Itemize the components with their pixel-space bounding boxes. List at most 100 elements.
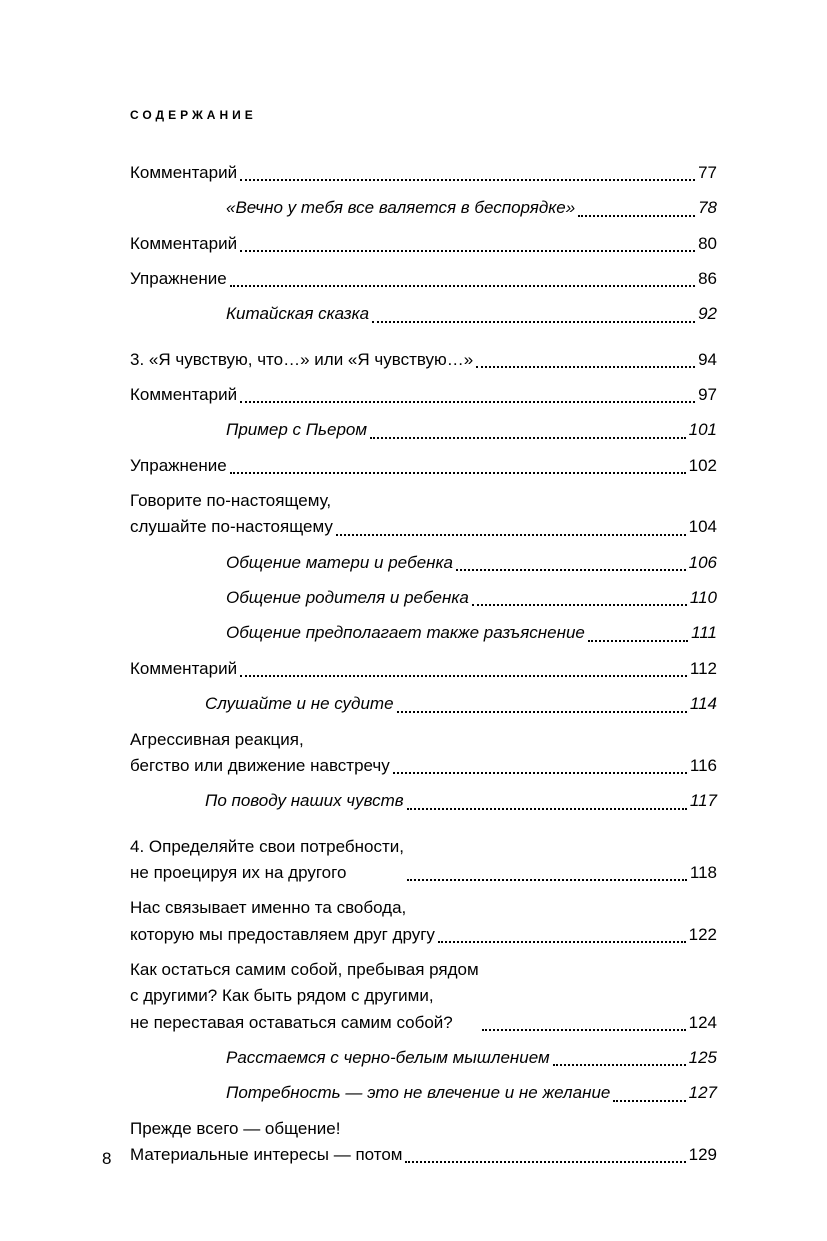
- toc-entry-page: 125: [689, 1045, 717, 1071]
- toc-entry-label: 4. Определяйте свои потребности, не прое…: [130, 834, 404, 887]
- toc-entry: Потребность — это не влечение и не желан…: [130, 1080, 717, 1106]
- toc-leader: [230, 284, 695, 287]
- toc-entry-label: По поводу наших чувств: [205, 788, 404, 814]
- toc-entry-label: Расстаемся с черно-белым мышлением: [226, 1045, 550, 1071]
- toc-entry-page: 102: [689, 453, 717, 479]
- toc-entry: Как остаться самим собой, пребывая рядом…: [130, 957, 717, 1036]
- toc-entry-label: Упражнение: [130, 453, 227, 479]
- toc-entry-line: не переставая оставаться самим собой?: [130, 1010, 479, 1036]
- toc-leader: [472, 603, 687, 606]
- toc-entry: Комментарий 97: [130, 382, 717, 408]
- toc-leader: [407, 807, 687, 810]
- toc-leader: [476, 365, 695, 368]
- toc-entry: Китайская сказка92: [130, 301, 717, 327]
- toc-entry-page: 111: [691, 620, 717, 646]
- toc-leader: [240, 674, 687, 677]
- toc-entry-page: 97: [698, 382, 717, 408]
- toc-leader: [578, 214, 695, 217]
- toc-entry: 3. «Я чувствую, что…» или «Я чувствую…» 9…: [130, 347, 717, 373]
- page-number: 8: [102, 1149, 111, 1169]
- toc-entry: Говорите по-настоящему,слушайте по-насто…: [130, 488, 717, 541]
- toc-leader: [230, 471, 686, 474]
- toc-leader: [482, 1028, 686, 1031]
- toc-entry-page: 127: [689, 1080, 717, 1106]
- toc-entry-label: Общение матери и ребенка: [226, 550, 453, 576]
- toc-leader: [588, 639, 688, 642]
- toc-entry-label: Упражнение: [130, 266, 227, 292]
- toc-entry: Агрессивная реакция,бегство или движение…: [130, 727, 717, 780]
- toc-entry-label: Прежде всего — общение!Материальные инте…: [130, 1116, 402, 1169]
- toc-entry-label: Агрессивная реакция,бегство или движение…: [130, 727, 390, 780]
- toc-entry-page: 110: [690, 585, 717, 611]
- toc-entry-page: 122: [689, 922, 717, 948]
- toc-entry-line: Как остаться самим собой, пребывая рядом: [130, 957, 479, 983]
- toc-leader: [336, 533, 686, 536]
- toc-leader: [240, 249, 695, 252]
- toc-entry-label: Нас связывает именно та свобода,которую …: [130, 895, 435, 948]
- toc-entry-label: Китайская сказка: [226, 301, 369, 327]
- toc-entry-page: 116: [690, 753, 717, 779]
- toc-entry-page: 114: [690, 691, 717, 717]
- toc-entry-page: 86: [698, 266, 717, 292]
- toc-entry: Прежде всего — общение!Материальные инте…: [130, 1116, 717, 1169]
- toc-entry-label: Комментарий: [130, 656, 237, 682]
- toc-entry-page: 118: [690, 860, 717, 886]
- toc-entry: По поводу наших чувств 117: [130, 788, 717, 814]
- toc-entry: 4. Определяйте свои потребности, не прое…: [130, 834, 717, 887]
- toc-entry-label: «Вечно у тебя все валяется в беспорядке»: [226, 195, 575, 221]
- toc-entry: Комментарий 77: [130, 160, 717, 186]
- toc-entry: Упражнение 86: [130, 266, 717, 292]
- toc-entry-label: Потребность — это не влечение и не желан…: [226, 1080, 610, 1106]
- toc-leader: [405, 1160, 685, 1163]
- toc-entry-page: 129: [689, 1142, 717, 1168]
- toc-entry-line: Прежде всего — общение!: [130, 1116, 402, 1142]
- toc-entry-page: 94: [698, 347, 717, 373]
- toc-entry: Слушайте и не судите114: [130, 691, 717, 717]
- toc-entry: Общение предполагает также разъяснение11…: [130, 620, 717, 646]
- toc-entry: Упражнение 102: [130, 453, 717, 479]
- toc-entry-page: 77: [698, 160, 717, 186]
- table-of-contents: Комментарий 77 «Вечно у тебя все валяется …: [130, 160, 717, 1168]
- toc-leader: [407, 878, 687, 881]
- toc-entry-label: Общение родителя и ребенка: [226, 585, 469, 611]
- toc-entry-label: Комментарий: [130, 382, 237, 408]
- toc-entry-page: 117: [690, 788, 717, 814]
- toc-entry-line: Агрессивная реакция,: [130, 727, 390, 753]
- toc-entry-label: Пример с Пьером: [226, 417, 367, 443]
- toc-entry-line: слушайте по-настоящему: [130, 514, 333, 540]
- toc-entry-label: Комментарий: [130, 160, 237, 186]
- toc-leader: [397, 710, 687, 713]
- book-page: СОДЕРЖАНИЕ Комментарий 77 «Вечно у тебя вс…: [0, 0, 827, 1241]
- toc-entry-label: Говорите по-настоящему,слушайте по-насто…: [130, 488, 333, 541]
- toc-leader: [438, 940, 686, 943]
- toc-entry-line: бегство или движение навстречу: [130, 753, 390, 779]
- toc-entry: Пример с Пьером 101: [130, 417, 717, 443]
- toc-entry-label: Комментарий: [130, 231, 237, 257]
- toc-entry: Нас связывает именно та свобода,которую …: [130, 895, 717, 948]
- toc-entry-page: 78: [698, 195, 717, 221]
- toc-entry-line: Говорите по-настоящему,: [130, 488, 333, 514]
- toc-spacer: [130, 824, 717, 834]
- toc-leader: [613, 1099, 685, 1102]
- toc-entry-label: Как остаться самим собой, пребывая рядом…: [130, 957, 479, 1036]
- toc-entry: Общение родителя и ребенка 110: [130, 585, 717, 611]
- toc-entry-line: с другими? Как быть рядом с другими,: [130, 983, 479, 1009]
- toc-leader: [370, 436, 686, 439]
- toc-leader: [456, 568, 686, 571]
- toc-entry: Расстаемся с черно-белым мышлением 125: [130, 1045, 717, 1071]
- toc-entry-label: 3. «Я чувствую, что…» или «Я чувствую…»: [130, 347, 473, 373]
- toc-entry-page: 101: [689, 417, 717, 443]
- toc-entry: Комментарий112: [130, 656, 717, 682]
- toc-entry-line: 4. Определяйте свои потребности,: [130, 834, 404, 860]
- toc-entry: Комментарий80: [130, 231, 717, 257]
- section-heading: СОДЕРЖАНИЕ: [130, 108, 717, 122]
- toc-entry: «Вечно у тебя все валяется в беспорядке»…: [130, 195, 717, 221]
- toc-leader: [393, 771, 687, 774]
- toc-entry-line: которую мы предоставляем друг другу: [130, 922, 435, 948]
- toc-leader: [553, 1063, 686, 1066]
- toc-leader: [240, 400, 695, 403]
- toc-entry-page: 104: [689, 514, 717, 540]
- toc-leader: [372, 320, 695, 323]
- toc-entry-line: Нас связывает именно та свобода,: [130, 895, 435, 921]
- toc-entry: Общение матери и ребенка106: [130, 550, 717, 576]
